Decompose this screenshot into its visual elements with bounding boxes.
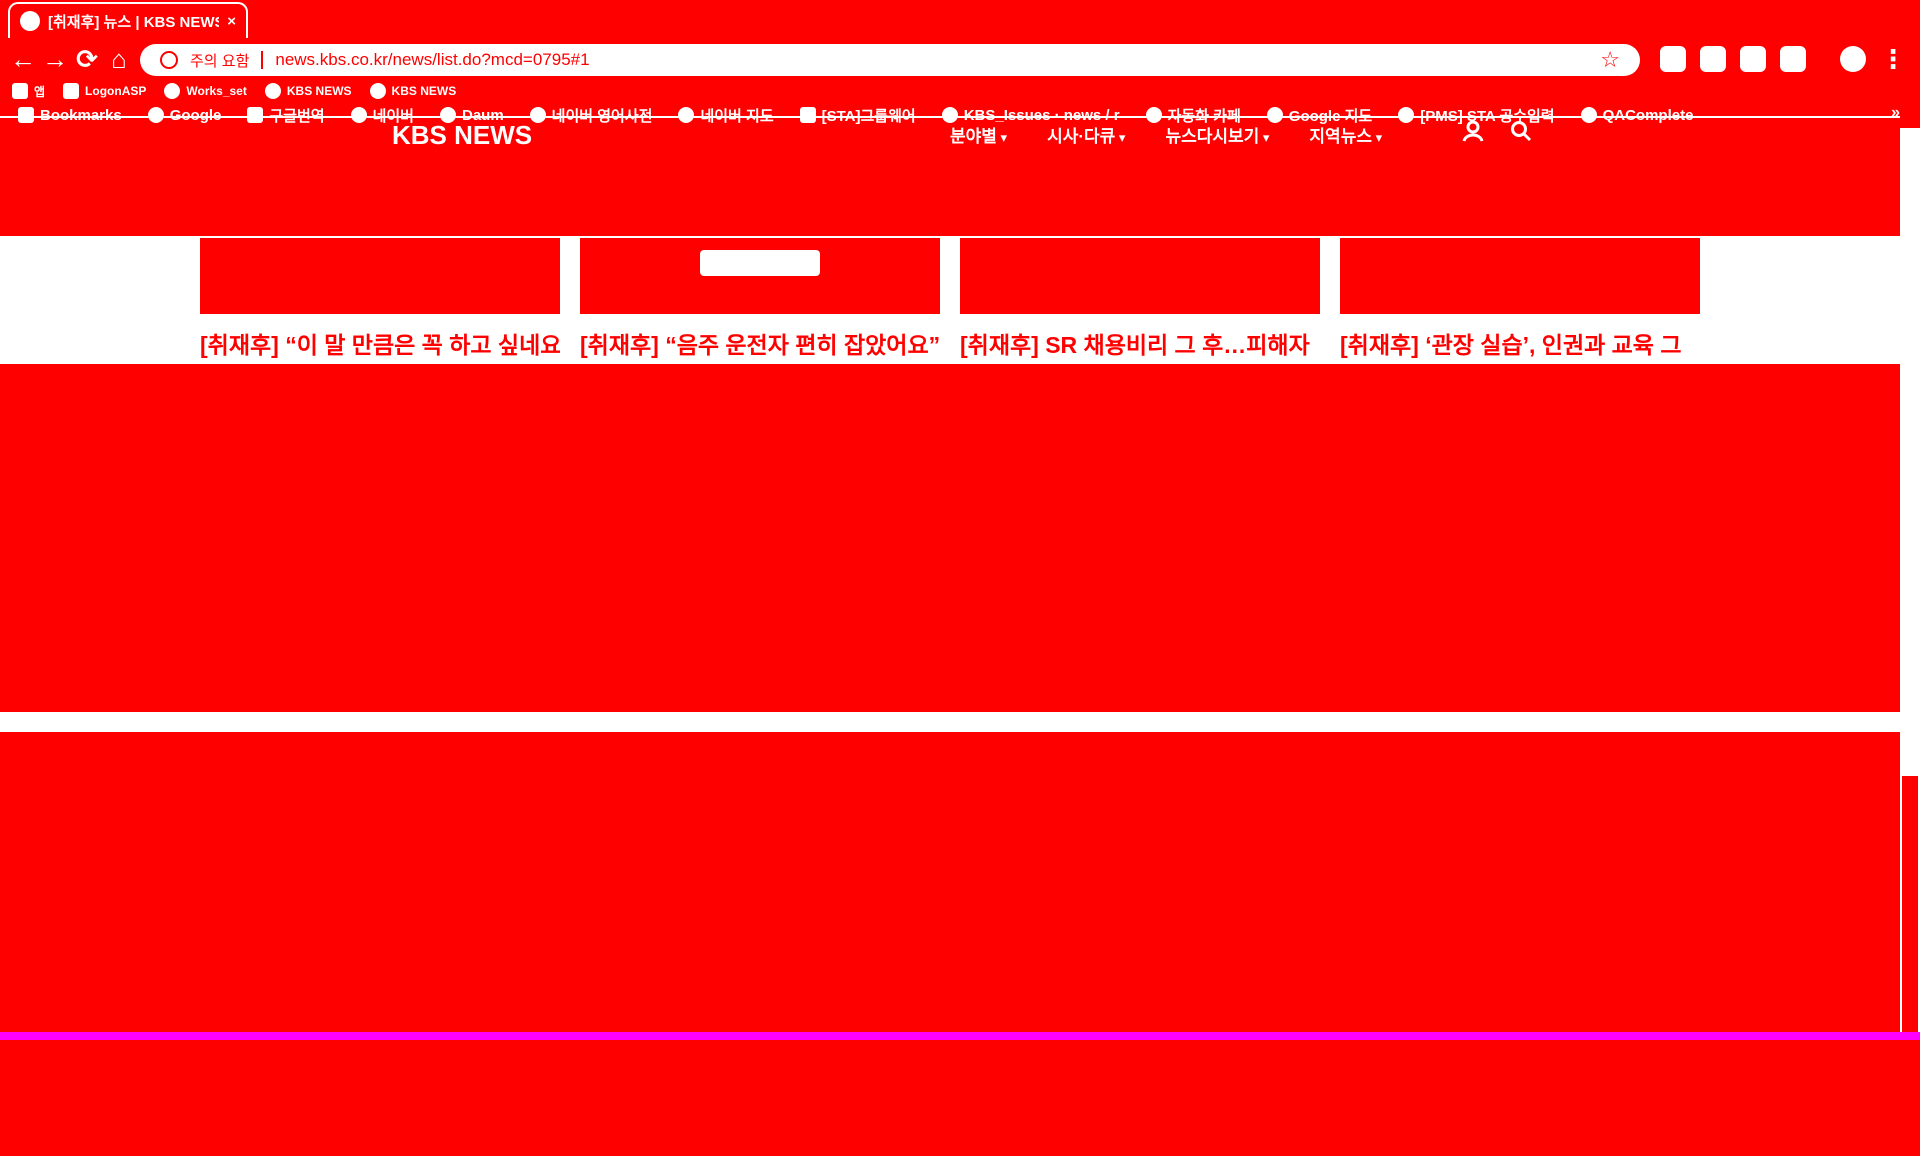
omnibox-divider xyxy=(261,51,264,69)
bookmark-item[interactable]: 앱 xyxy=(12,83,45,100)
page-scrollbar[interactable] xyxy=(1900,128,1920,1156)
bookmark-label: Bookmarks xyxy=(40,106,122,124)
tab-title: [취재후] 뉴스 | KBS NEWS xyxy=(48,13,220,31)
nav-category[interactable]: 분야별 xyxy=(950,122,1007,147)
nav-news-replay[interactable]: 뉴스다시보기 xyxy=(1165,122,1269,147)
home-button[interactable]: ⌂ xyxy=(111,44,127,74)
bookmark-label: Daum xyxy=(461,106,504,124)
site-logo[interactable]: KBS NEWS xyxy=(392,120,533,150)
extension-icon[interactable] xyxy=(1740,46,1766,72)
bookmark-item[interactable]: Works_set xyxy=(164,83,247,99)
bookmark-label: 앱 xyxy=(34,84,46,99)
section-title-band xyxy=(0,196,1900,236)
thumbnail-highlight xyxy=(700,250,820,276)
site-icon xyxy=(369,83,386,99)
page-icon xyxy=(799,107,816,123)
content-area xyxy=(0,364,1900,712)
article-thumbnail[interactable] xyxy=(960,238,1320,314)
address-bar[interactable]: 주의 요함 news.kbs.co.kr/news/list.do?mcd=07… xyxy=(140,44,1640,76)
nav-regional-news[interactable]: 지역뉴스 xyxy=(1309,122,1382,147)
scrollbar-thumb[interactable] xyxy=(1902,776,1918,1156)
article-thumbnail[interactable] xyxy=(580,238,940,314)
info-icon[interactable] xyxy=(160,51,178,69)
bookmark-item[interactable]: KBS_Issues · news / r xyxy=(941,106,1120,124)
back-button[interactable]: ← xyxy=(10,44,36,74)
star-icon xyxy=(18,107,34,123)
reload-button[interactable]: ⟳ xyxy=(76,44,98,74)
site-icon xyxy=(1266,107,1283,123)
bookmark-item[interactable]: KBS NEWS xyxy=(264,83,352,99)
close-tab-icon[interactable]: × xyxy=(227,12,236,30)
bookmark-label: QAComplete xyxy=(1602,106,1694,124)
extension-icon[interactable] xyxy=(1700,46,1726,72)
browser-tab[interactable]: [취재후] 뉴스 | KBS NEWS × xyxy=(8,2,248,38)
security-status: 주의 요함 xyxy=(190,52,250,70)
bookmark-label: KBS_Issues · news / r xyxy=(963,106,1120,124)
site-icon xyxy=(439,107,456,123)
article-thumbnail[interactable] xyxy=(1340,238,1700,314)
bookmark-label: LogonASP xyxy=(85,84,147,98)
article-headline[interactable]: [취재후] SR 채용비리 그 후…피해자 xyxy=(960,332,1310,358)
tab-bar: [취재후] 뉴스 | KBS NEWS × xyxy=(0,0,1920,40)
bookmark-label: KBS NEWS xyxy=(286,84,352,98)
more-bookmarks-icon[interactable]: » xyxy=(1891,104,1900,121)
profile-avatar-icon[interactable] xyxy=(1840,46,1866,72)
site-icon xyxy=(1580,107,1597,123)
content-area-lower xyxy=(0,732,1900,1032)
forward-button[interactable]: → xyxy=(42,44,68,74)
site-icon xyxy=(1145,107,1162,123)
article-headline[interactable]: [취재후] ‘관장 실습’, 인권과 교육 그 xyxy=(1340,332,1682,358)
google-icon xyxy=(147,107,164,123)
apps-icon xyxy=(12,83,28,99)
bookmark-star-icon[interactable]: ☆ xyxy=(1600,47,1620,72)
sub-navigation-band xyxy=(0,156,1900,199)
bookmark-item[interactable]: KBS NEWS xyxy=(369,83,457,99)
kbs-favicon-icon xyxy=(20,11,40,31)
url-text[interactable]: news.kbs.co.kr/news/list.do?mcd=0795#1 xyxy=(275,50,590,69)
extension-icon[interactable] xyxy=(1780,46,1806,72)
main-navigation: 분야별 시사·다큐 뉴스다시보기 지역뉴스 xyxy=(950,122,1382,147)
bookmark-item[interactable]: LogonASP xyxy=(63,83,146,99)
bookmark-label: Works_set xyxy=(186,84,247,98)
bookmark-item[interactable]: QAComplete xyxy=(1580,106,1694,124)
bookmark-item[interactable]: Bookmarks xyxy=(18,107,122,124)
site-icon xyxy=(164,83,181,99)
user-icon[interactable] xyxy=(1462,120,1484,148)
site-icon xyxy=(678,107,695,123)
site-icon xyxy=(350,107,367,123)
site-icon xyxy=(1398,107,1415,123)
browser-toolbar: ← → ⟳ ⌂ 주의 요함 news.kbs.co.kr/news/list.d… xyxy=(0,40,1920,80)
bookmark-item[interactable]: Daum xyxy=(439,106,504,124)
browser-menu-icon[interactable]: ⋮ xyxy=(1880,44,1906,74)
extension-icon[interactable] xyxy=(1660,46,1686,72)
bookmark-item[interactable]: Google xyxy=(147,106,222,124)
search-icon[interactable] xyxy=(1510,120,1532,148)
bookmark-label: Google xyxy=(169,106,222,124)
bookmark-label: KBS NEWS xyxy=(391,84,457,98)
page-icon xyxy=(63,83,80,99)
site-icon xyxy=(941,107,958,123)
article-headline[interactable]: [취재후] “이 말 만큼은 꼭 하고 싶네요” xyxy=(200,332,560,358)
site-icon xyxy=(264,83,281,99)
window-bottom-edge xyxy=(0,1032,1920,1040)
bookmarks-row-top: 앱 LogonASP Works_set KBS NEWS KBS NEWS xyxy=(12,80,456,102)
folder-icon xyxy=(247,107,264,123)
article-thumbnail[interactable] xyxy=(200,238,560,314)
site-icon xyxy=(529,107,546,123)
nav-current-affairs[interactable]: 시사·다큐 xyxy=(1047,122,1125,147)
site-header: KBS NEWS 분야별 시사·다큐 뉴스다시보기 지역뉴스 xyxy=(0,116,1900,158)
article-headline[interactable]: [취재후] “음주 운전자 편히 잡았어요” xyxy=(580,332,940,358)
section-divider xyxy=(0,712,1900,732)
